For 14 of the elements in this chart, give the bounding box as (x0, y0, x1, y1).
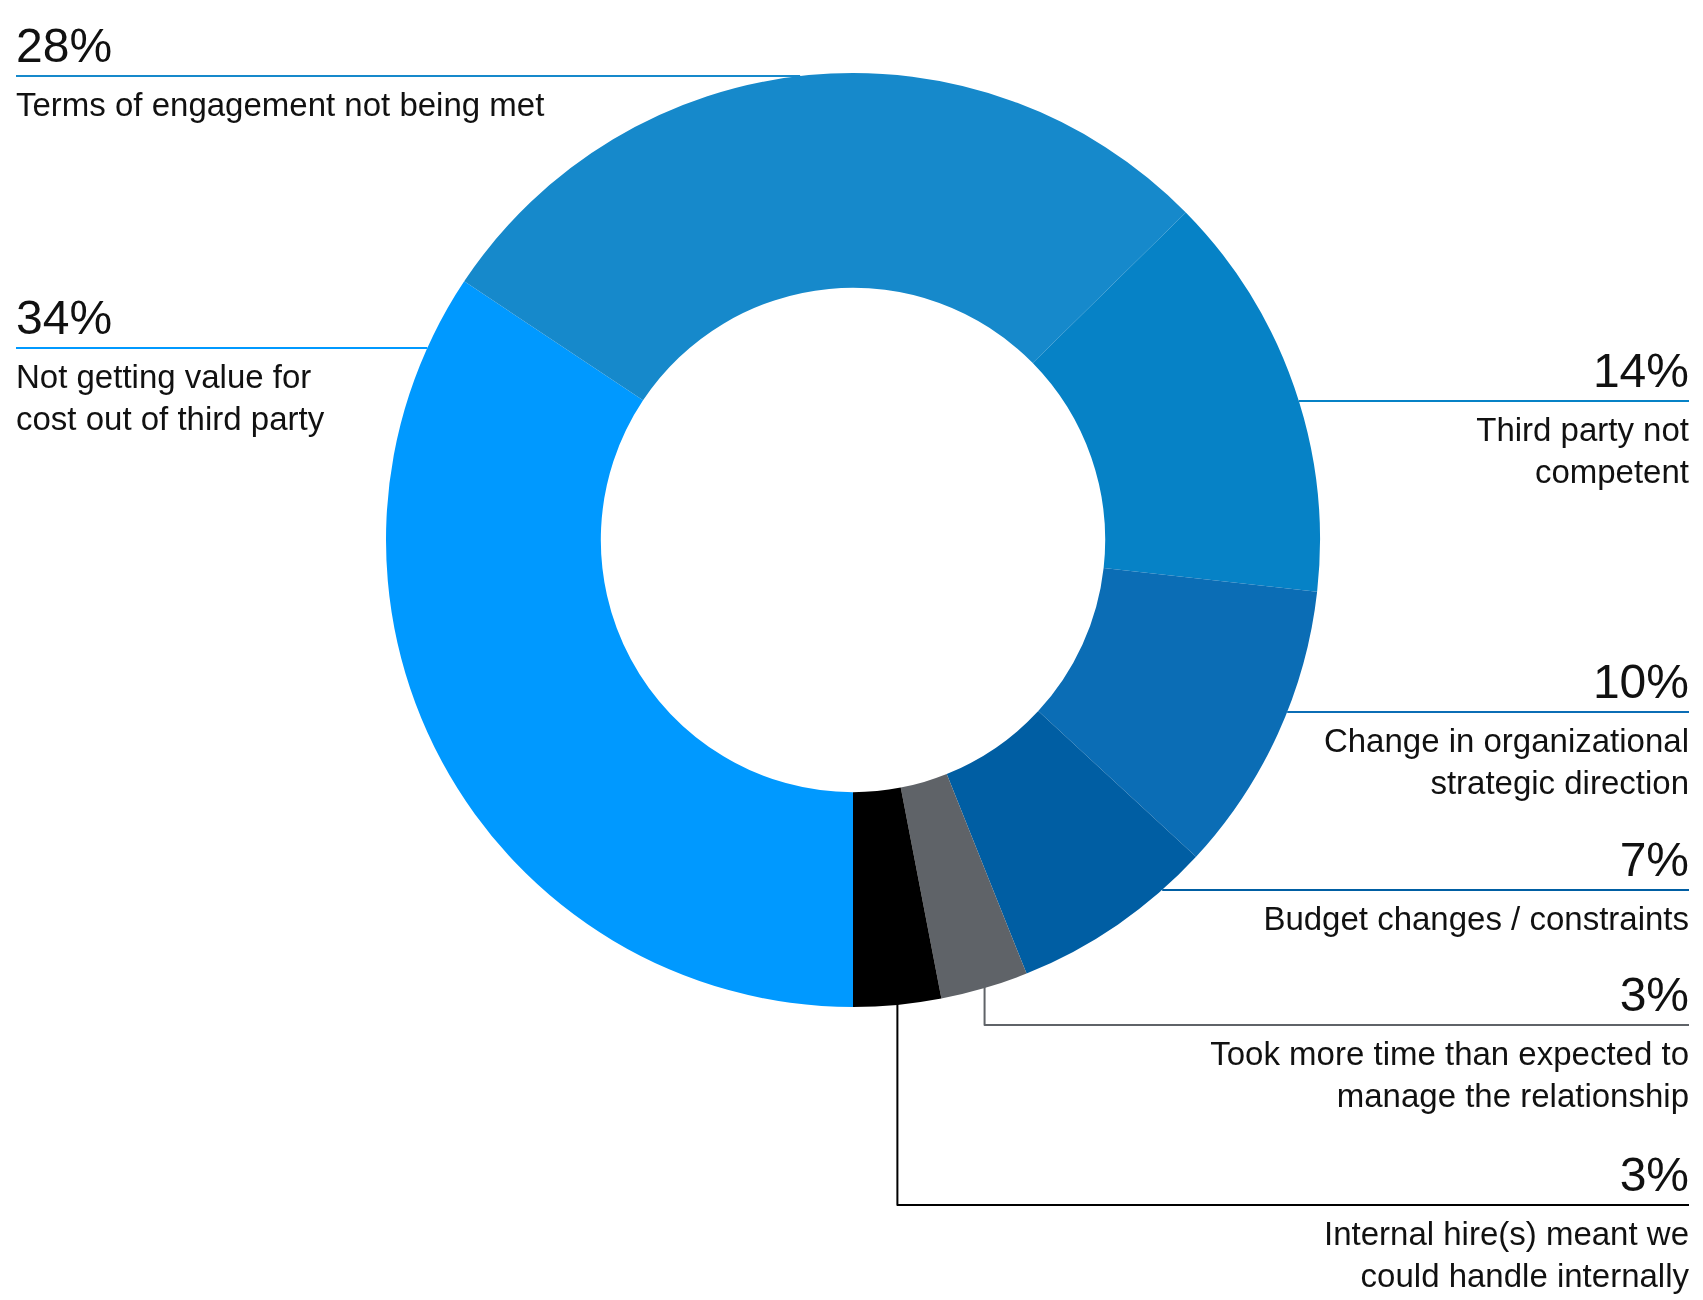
data-label: 10% (1591, 655, 1689, 708)
slice-label: Third party not competent (1476, 410, 1689, 492)
data-label: 28% (16, 19, 114, 72)
slice-label: Terms of engagement not being met (16, 85, 545, 125)
slice-label: Not getting value for cost out of third party (16, 357, 325, 439)
slice-label: Budget changes / constraints (1263, 899, 1689, 939)
data-label: 3% (1618, 968, 1689, 1021)
data-label: 7% (1618, 833, 1689, 886)
data-label: 14% (1591, 344, 1689, 397)
data-label: 3% (1618, 1148, 1689, 1201)
slice-label: Took more time than expected to manage the relationship (1210, 1034, 1689, 1116)
slice-label: Change in organizational strategic direction (1323, 721, 1689, 803)
slice-label: Internal hire(s) meant we could handle internally (1324, 1214, 1689, 1296)
data-label: 34% (16, 291, 114, 344)
